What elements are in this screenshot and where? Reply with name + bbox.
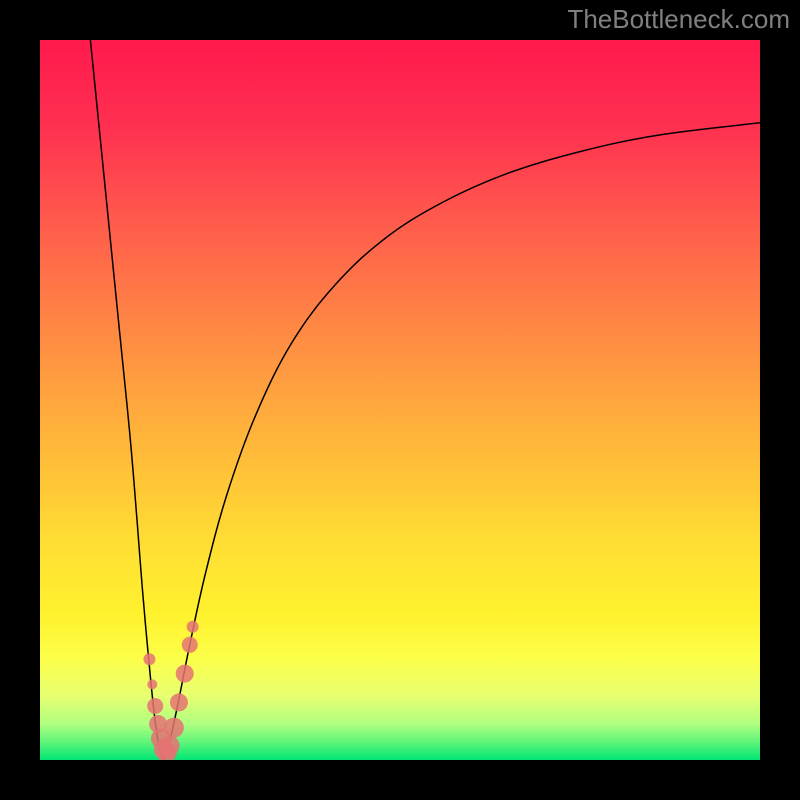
bottleneck-chart (0, 0, 800, 800)
chart-container: TheBottleneck.com (0, 0, 800, 800)
watermark-text: TheBottleneck.com (567, 4, 790, 35)
